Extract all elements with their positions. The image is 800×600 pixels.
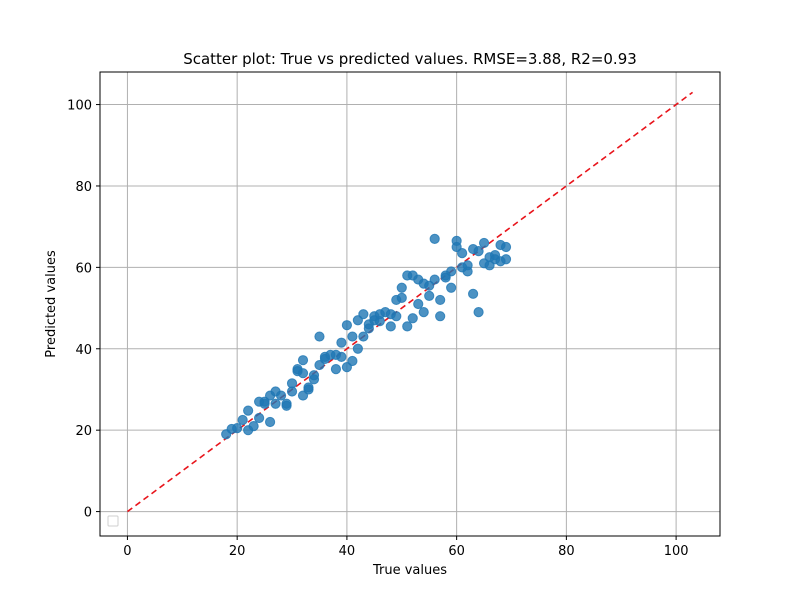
data-point xyxy=(270,398,281,409)
data-point xyxy=(347,355,358,367)
data-point xyxy=(259,398,270,409)
data-point xyxy=(363,323,374,334)
y-tick-label: 40 xyxy=(75,343,92,358)
x-tick-label: 0 xyxy=(123,544,131,559)
data-point xyxy=(402,321,413,332)
data-point xyxy=(446,266,457,277)
points-layer xyxy=(221,233,512,440)
data-point xyxy=(429,274,440,285)
y-tick-label: 20 xyxy=(75,424,92,439)
data-point xyxy=(308,370,320,381)
y-tick-label: 80 xyxy=(75,180,92,195)
data-point xyxy=(407,313,418,324)
data-point xyxy=(391,311,402,322)
tick-layer: 0 20 40 60 80 100 0 20 40 60 80 100 xyxy=(67,99,688,559)
data-point xyxy=(297,368,309,379)
data-point xyxy=(243,405,254,416)
legend-box xyxy=(107,515,119,527)
data-point xyxy=(303,382,314,393)
data-point xyxy=(358,331,369,342)
data-point xyxy=(264,416,276,428)
data-point xyxy=(385,321,396,332)
data-point xyxy=(500,241,512,253)
data-point xyxy=(275,390,287,401)
reference-line-layer xyxy=(126,91,694,513)
data-point xyxy=(457,248,468,259)
data-point xyxy=(237,414,248,426)
data-point xyxy=(352,343,363,354)
y-axis-label: Predicted values xyxy=(44,250,59,358)
x-tick-label: 80 xyxy=(558,544,575,559)
data-point xyxy=(254,412,265,424)
data-point xyxy=(341,320,353,331)
data-point xyxy=(336,337,347,348)
data-point xyxy=(424,290,435,301)
data-point xyxy=(336,351,347,363)
y-tick-label: 0 xyxy=(84,506,92,521)
data-point xyxy=(330,364,342,375)
data-point xyxy=(435,311,446,322)
data-point xyxy=(413,298,424,310)
data-point xyxy=(435,294,446,306)
data-point xyxy=(418,307,429,318)
data-point xyxy=(446,282,457,293)
data-point xyxy=(286,378,298,389)
data-point xyxy=(473,245,484,257)
y-tick-label: 60 xyxy=(75,261,92,276)
data-point xyxy=(467,288,479,299)
x-tick-label: 100 xyxy=(664,544,689,559)
data-point xyxy=(473,307,484,318)
y-tick-label: 100 xyxy=(67,99,92,114)
data-point xyxy=(462,260,473,271)
chart-title: Scatter plot: True vs predicted values. … xyxy=(183,50,637,68)
data-point xyxy=(232,423,243,434)
data-point xyxy=(297,355,309,366)
x-tick-label: 60 xyxy=(448,544,465,559)
data-point xyxy=(347,331,358,342)
data-point xyxy=(281,400,292,411)
x-tick-label: 20 xyxy=(229,544,246,559)
data-point xyxy=(248,421,259,432)
data-point xyxy=(314,331,325,342)
plot-area-frame xyxy=(99,71,721,537)
data-point xyxy=(396,292,407,303)
data-point xyxy=(396,282,407,293)
grid-layer xyxy=(100,72,720,536)
x-axis-label: True values xyxy=(372,563,447,578)
data-point xyxy=(478,237,490,249)
data-point xyxy=(429,233,440,244)
data-point xyxy=(500,254,512,265)
x-tick-label: 40 xyxy=(339,544,356,559)
data-point xyxy=(358,309,369,320)
reference-line xyxy=(126,91,694,513)
